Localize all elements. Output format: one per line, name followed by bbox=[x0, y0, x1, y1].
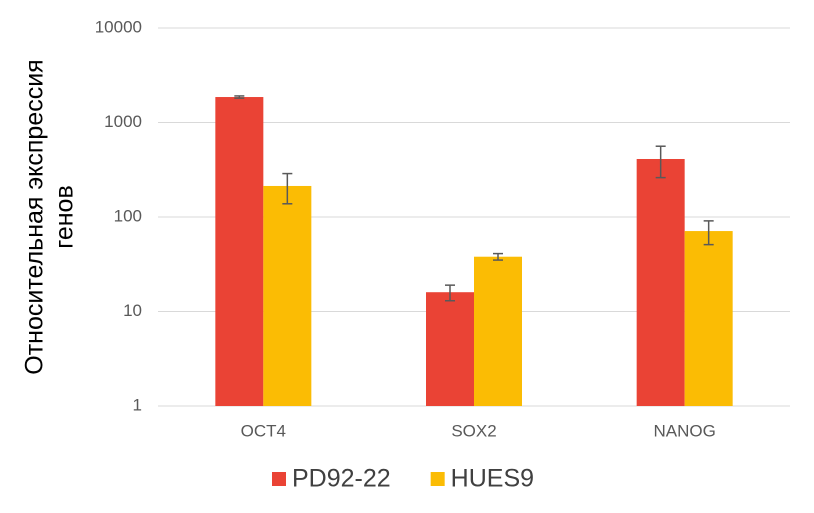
legend-swatch bbox=[430, 472, 445, 486]
error-bar bbox=[445, 284, 455, 302]
y-axis-label: генов bbox=[51, 185, 79, 248]
x-tick-label: OCT4 bbox=[241, 421, 286, 440]
bar bbox=[636, 158, 685, 406]
y-axis-label: Относительная экспрессия bbox=[21, 59, 49, 374]
bar bbox=[426, 292, 474, 406]
error-bar bbox=[703, 220, 714, 246]
legend-swatch bbox=[272, 472, 286, 486]
error-bar bbox=[282, 172, 293, 205]
error-bar bbox=[655, 145, 666, 179]
y-tick-label: 10000 bbox=[95, 17, 142, 36]
error-bar bbox=[234, 95, 245, 99]
error-bar bbox=[493, 252, 503, 261]
bar bbox=[684, 231, 733, 406]
x-tick-label: SOX2 bbox=[451, 421, 496, 440]
y-tick-label: 100 bbox=[114, 206, 142, 225]
legend-label: PD92-22 bbox=[292, 465, 391, 493]
bar bbox=[263, 185, 312, 406]
x-tick-label: NANOG bbox=[653, 421, 715, 440]
bar bbox=[215, 97, 264, 406]
y-tick-label: 1 bbox=[133, 395, 142, 414]
y-tick-label: 10 bbox=[123, 301, 142, 320]
y-tick-label: 1000 bbox=[104, 112, 142, 131]
bar bbox=[474, 256, 522, 406]
legend-label: HUES9 bbox=[451, 465, 534, 493]
